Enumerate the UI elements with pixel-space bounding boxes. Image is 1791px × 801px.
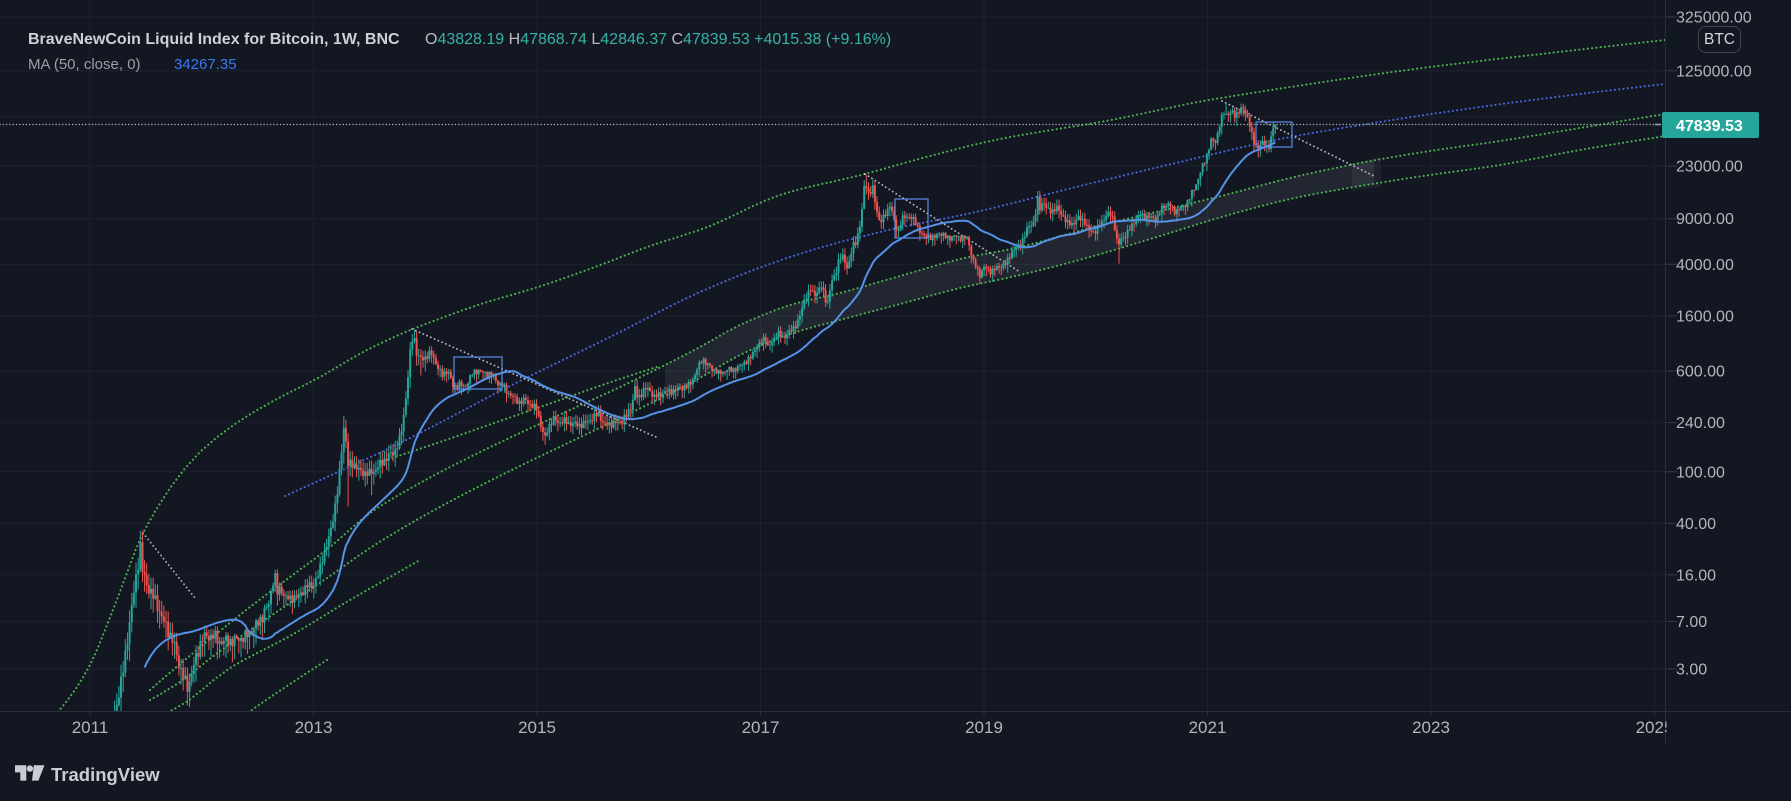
svg-text:40.00: 40.00 bbox=[1676, 516, 1716, 533]
svg-text:1600.00: 1600.00 bbox=[1676, 308, 1734, 325]
svg-text:240.00: 240.00 bbox=[1676, 415, 1725, 432]
svg-text:325000.00: 325000.00 bbox=[1676, 10, 1752, 27]
svg-text:2015: 2015 bbox=[518, 718, 556, 737]
svg-text:2011: 2011 bbox=[72, 718, 109, 737]
svg-text:7.00: 7.00 bbox=[1676, 614, 1707, 631]
svg-text:TradingView: TradingView bbox=[51, 764, 160, 785]
svg-text:23000.00: 23000.00 bbox=[1676, 159, 1743, 176]
svg-text:2021: 2021 bbox=[1189, 718, 1227, 737]
svg-text:600.00: 600.00 bbox=[1676, 364, 1725, 381]
svg-text:2013: 2013 bbox=[295, 718, 333, 737]
svg-text:2017: 2017 bbox=[742, 718, 780, 737]
svg-text:4000.00: 4000.00 bbox=[1676, 257, 1734, 274]
svg-text:34267.35: 34267.35 bbox=[174, 56, 237, 73]
svg-text:MA (50, close, 0): MA (50, close, 0) bbox=[28, 56, 141, 73]
svg-text:BraveNewCoin Liquid Index for: BraveNewCoin Liquid Index for Bitcoin, 1… bbox=[28, 31, 400, 48]
svg-text:BTC: BTC bbox=[1704, 31, 1735, 48]
svg-text:2019: 2019 bbox=[965, 718, 1003, 737]
svg-text:100.00: 100.00 bbox=[1676, 464, 1725, 481]
svg-text:3.00: 3.00 bbox=[1676, 662, 1707, 679]
svg-text:2025: 2025 bbox=[1636, 718, 1674, 737]
svg-text:16.00: 16.00 bbox=[1676, 567, 1716, 584]
svg-text:125000.00: 125000.00 bbox=[1676, 63, 1752, 80]
svg-text:O43828.19 H47868.74 L42846.37: O43828.19 H47868.74 L42846.37 C47839.53 … bbox=[425, 31, 891, 48]
svg-text:9000.00: 9000.00 bbox=[1676, 211, 1734, 228]
svg-text:2023: 2023 bbox=[1412, 718, 1450, 737]
svg-text:47839.53: 47839.53 bbox=[1676, 118, 1743, 135]
